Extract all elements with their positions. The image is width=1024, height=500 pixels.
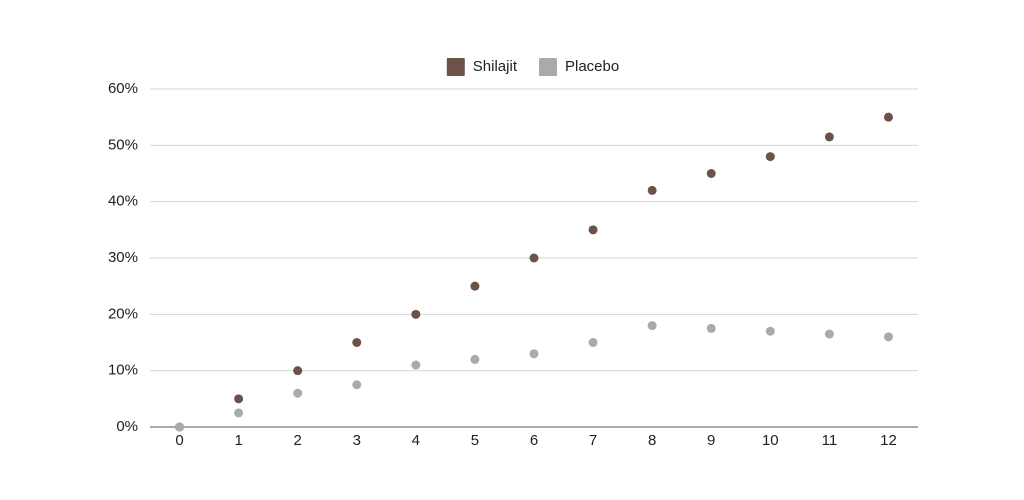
y-tick-label: 30% bbox=[108, 249, 138, 266]
x-tick-label: 4 bbox=[412, 432, 420, 449]
x-tick-label: 2 bbox=[294, 432, 302, 449]
y-tick-label: 10% bbox=[108, 362, 138, 379]
data-point bbox=[175, 422, 185, 432]
data-point bbox=[765, 152, 775, 162]
x-tick-label: 11 bbox=[822, 432, 838, 449]
x-tick-label: 0 bbox=[175, 432, 183, 449]
x-tick-label: 6 bbox=[530, 432, 538, 449]
x-tick-label: 7 bbox=[589, 432, 597, 449]
data-point bbox=[352, 338, 362, 347]
legend-label: Shilajit bbox=[473, 58, 518, 75]
legend-swatch bbox=[446, 58, 465, 76]
data-point bbox=[706, 169, 716, 178]
data-point bbox=[706, 323, 716, 333]
y-tick-label: 20% bbox=[108, 305, 138, 322]
legend-swatch bbox=[538, 58, 557, 76]
data-point bbox=[529, 349, 539, 359]
data-point bbox=[647, 185, 657, 195]
data-point bbox=[765, 326, 775, 336]
data-point bbox=[234, 408, 244, 418]
data-point bbox=[470, 281, 480, 291]
data-point bbox=[824, 132, 834, 142]
data-point bbox=[529, 253, 539, 263]
x-tick-label: 3 bbox=[353, 432, 361, 449]
data-point bbox=[588, 338, 598, 347]
y-tick-label: 0% bbox=[116, 418, 138, 435]
y-tick-label: 40% bbox=[108, 193, 138, 210]
data-point bbox=[411, 360, 421, 370]
data-point bbox=[234, 394, 244, 404]
x-tick-label: 1 bbox=[234, 432, 242, 449]
y-tick-label: 60% bbox=[108, 80, 138, 97]
data-point bbox=[883, 332, 893, 342]
x-tick-label: 9 bbox=[707, 432, 715, 449]
data-point bbox=[470, 354, 480, 364]
legend-label: Placebo bbox=[565, 58, 619, 75]
data-point bbox=[352, 380, 362, 390]
data-point bbox=[824, 329, 834, 339]
x-tick-label: 8 bbox=[648, 432, 656, 449]
data-point bbox=[883, 112, 893, 122]
x-tick-label: 5 bbox=[471, 432, 479, 449]
y-tick-label: 50% bbox=[108, 136, 138, 153]
data-point bbox=[293, 366, 303, 376]
data-point bbox=[647, 321, 657, 331]
x-tick-label: 12 bbox=[880, 432, 897, 449]
x-tick-label: 10 bbox=[762, 432, 779, 449]
data-point bbox=[588, 225, 598, 235]
data-point bbox=[411, 309, 421, 319]
data-point bbox=[293, 388, 303, 398]
